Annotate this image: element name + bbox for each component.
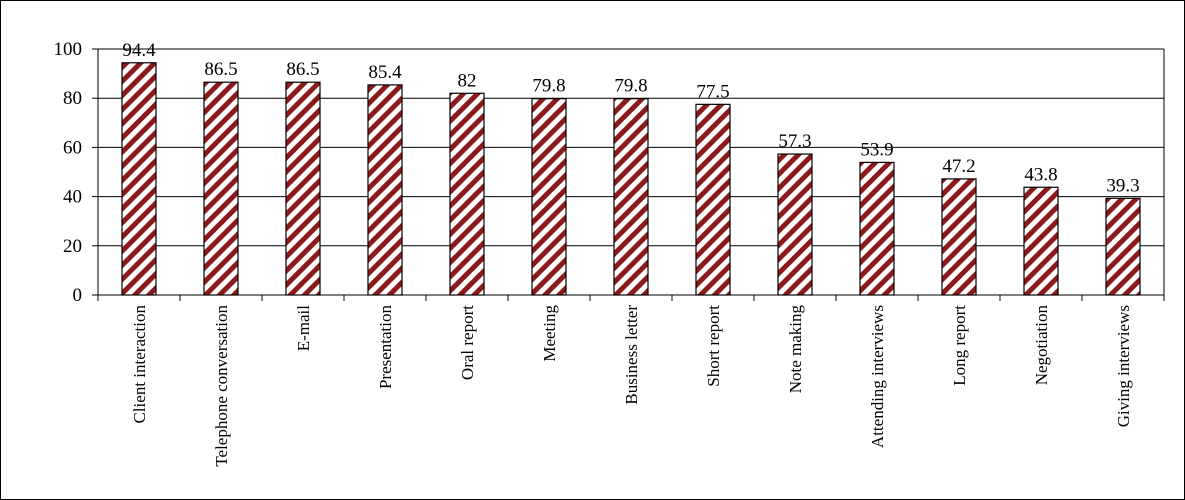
category-label: Client interaction [130, 305, 149, 424]
data-label: 53.9 [860, 139, 893, 160]
bar [941, 178, 977, 296]
bar [531, 98, 567, 296]
category-label: Long report [950, 305, 969, 386]
y-tick-label: 0 [73, 285, 83, 306]
data-label: 86.5 [204, 59, 237, 80]
category-label: Oral report [458, 305, 477, 380]
category-label: Negotiation [1032, 305, 1051, 386]
data-label: 47.2 [942, 156, 975, 177]
data-label: 86.5 [286, 59, 319, 80]
category-label: Telephone conversation [212, 305, 231, 467]
category-label: Attending interviews [868, 305, 887, 448]
bar [367, 84, 403, 296]
bar [121, 62, 157, 296]
y-axis-ticks: 0 20 40 60 80 100 [54, 39, 83, 306]
bar [695, 103, 731, 296]
category-label: Presentation [376, 305, 395, 390]
data-label: 94.4 [122, 40, 156, 61]
y-tick-label: 100 [54, 39, 83, 60]
axes [92, 48, 1165, 301]
bar [449, 92, 485, 296]
data-label: 39.3 [1106, 175, 1139, 196]
y-tick-label: 20 [63, 236, 82, 257]
data-label: 77.5 [696, 81, 729, 102]
category-label: Meeting [540, 305, 559, 362]
category-label: E-mail [294, 305, 313, 352]
bar [203, 81, 239, 296]
bar [859, 161, 895, 296]
category-label: Note making [786, 305, 805, 394]
category-label: Short report [704, 305, 723, 387]
bar [1023, 186, 1059, 296]
data-label: 57.3 [778, 131, 811, 152]
category-label: Giving interviews [1114, 305, 1133, 427]
bar [613, 98, 649, 296]
category-label: Business letter [622, 305, 641, 405]
data-label: 43.8 [1024, 164, 1057, 185]
data-label: 79.8 [614, 76, 647, 97]
data-label: 82 [458, 70, 477, 91]
data-labels: 94.4 86.5 86.5 85.4 82 79.8 79.8 77.5 57.3 53.9 47… [122, 40, 1139, 197]
y-tick-label: 40 [63, 187, 82, 208]
bar [285, 81, 321, 296]
data-label: 85.4 [368, 62, 402, 83]
x-axis-labels: Client interaction Telephone conversation… [130, 305, 1133, 467]
bars [121, 62, 1141, 296]
y-tick-label: 60 [63, 137, 82, 158]
bar [1105, 197, 1141, 296]
y-tick-label: 80 [63, 88, 82, 109]
data-label: 79.8 [532, 76, 565, 97]
bar [777, 153, 813, 296]
